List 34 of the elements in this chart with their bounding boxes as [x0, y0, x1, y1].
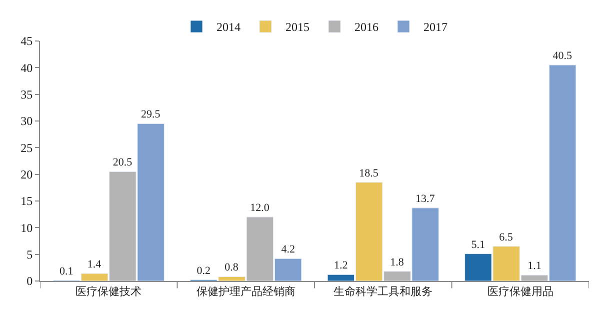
- data-label: 29.5: [140, 108, 161, 121]
- data-label: 1.4: [87, 258, 102, 271]
- legend-label: 2015: [286, 20, 310, 34]
- data-label: 6.5: [499, 231, 514, 244]
- data-label: 18.5: [359, 167, 379, 180]
- data-label: 5.1: [471, 238, 486, 251]
- data-label: 13.7: [415, 192, 436, 205]
- data-label: 1.8: [390, 256, 404, 268]
- y-tick-label: 35: [20, 88, 33, 102]
- y-tick-label: 10: [20, 220, 33, 235]
- legend-label: 2016: [354, 20, 378, 34]
- data-label: 12.0: [250, 202, 270, 214]
- y-tick-label: 15: [20, 194, 33, 208]
- x-tick-label: 生命科学工具和服务: [334, 285, 433, 298]
- x-tick-label: 保健护理产品经销商: [196, 285, 296, 298]
- y-tick-label: 20: [20, 168, 33, 182]
- data-label: 0.2: [196, 264, 211, 277]
- y-tick-label: 5: [26, 248, 33, 262]
- legend-label: 2017: [424, 20, 448, 34]
- data-label: 4.2: [281, 244, 295, 256]
- data-label: 0.8: [224, 262, 239, 274]
- y-tick-label: 25: [20, 140, 33, 155]
- data-label: 1.1: [528, 260, 542, 272]
- y-tick-label: 0: [26, 274, 33, 288]
- data-label: 1.2: [334, 260, 348, 272]
- legend-label: 2014: [216, 20, 240, 34]
- data-label: 40.5: [552, 50, 572, 62]
- y-tick-label: 30: [20, 114, 33, 128]
- x-tick-label: 医疗保健技术: [76, 285, 142, 298]
- y-tick-label: 40: [20, 60, 33, 75]
- data-label: 0.1: [60, 265, 74, 278]
- y-tick-label: 45: [20, 34, 33, 48]
- x-tick-label: 医疗保健用品: [487, 285, 554, 298]
- data-label: 20.5: [112, 156, 133, 169]
